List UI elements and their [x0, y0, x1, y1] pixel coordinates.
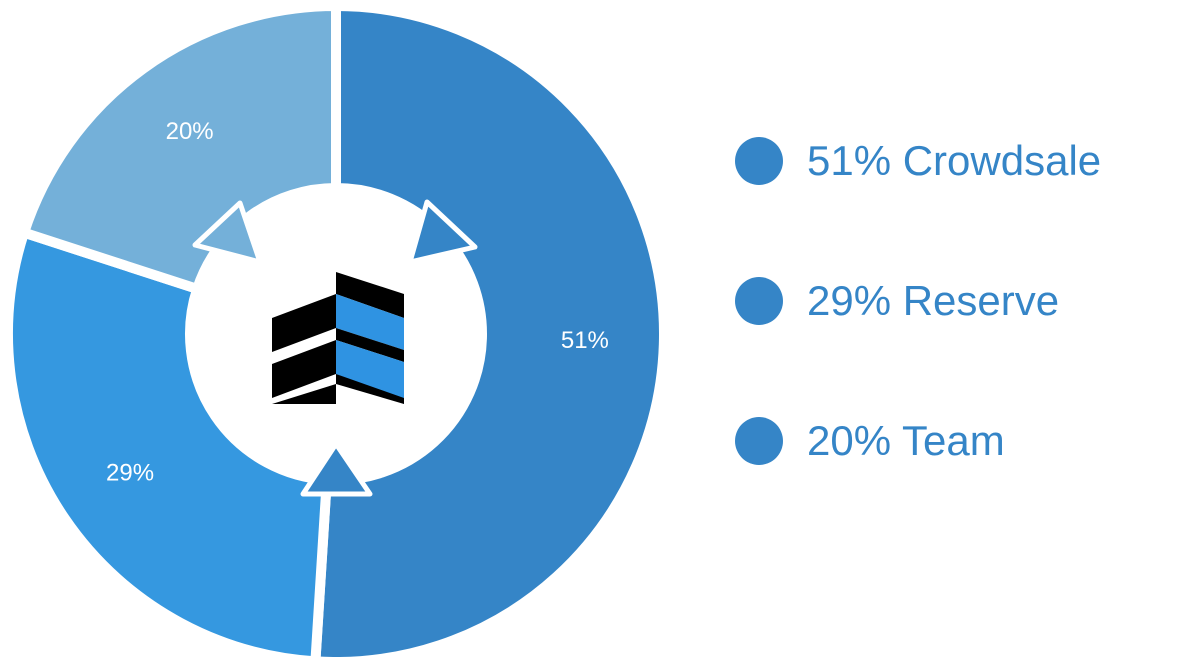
building-logo-icon [272, 272, 404, 404]
arrow-up-icon [300, 441, 373, 497]
legend-marker-team [735, 417, 783, 465]
arrow-right-up-icon [407, 199, 478, 265]
slice-label-team: 20% [166, 118, 214, 145]
slice-label-crowdsale: 51% [561, 327, 609, 354]
legend-marker-crowdsale [735, 137, 783, 185]
donut-slices [3, 0, 669, 657]
legend-label-team: 20% Team [807, 417, 1005, 464]
slice-label-reserve: 29% [106, 459, 154, 486]
legend-item-team: 20% Team [735, 402, 1101, 480]
slice-team [17, 0, 341, 296]
legend-label-reserve: 29% Reserve [807, 277, 1060, 324]
slice-crowdsale [310, 0, 669, 657]
legend: 51% Crowdsale 29% Reserve 20% Team [735, 122, 1101, 542]
slice-reserve [3, 226, 333, 657]
legend-item-reserve: 29% Reserve [735, 262, 1101, 340]
legend-item-crowdsale: 51% Crowdsale [735, 122, 1101, 200]
donut-chart: 51% 29% 20% [3, 0, 669, 657]
slice-labels: 51% 29% 20% [106, 118, 609, 486]
arrow-left-up-icon [192, 200, 263, 265]
legend-label-crowdsale: 51% Crowdsale [807, 137, 1102, 184]
legend-marker-reserve [735, 277, 783, 325]
